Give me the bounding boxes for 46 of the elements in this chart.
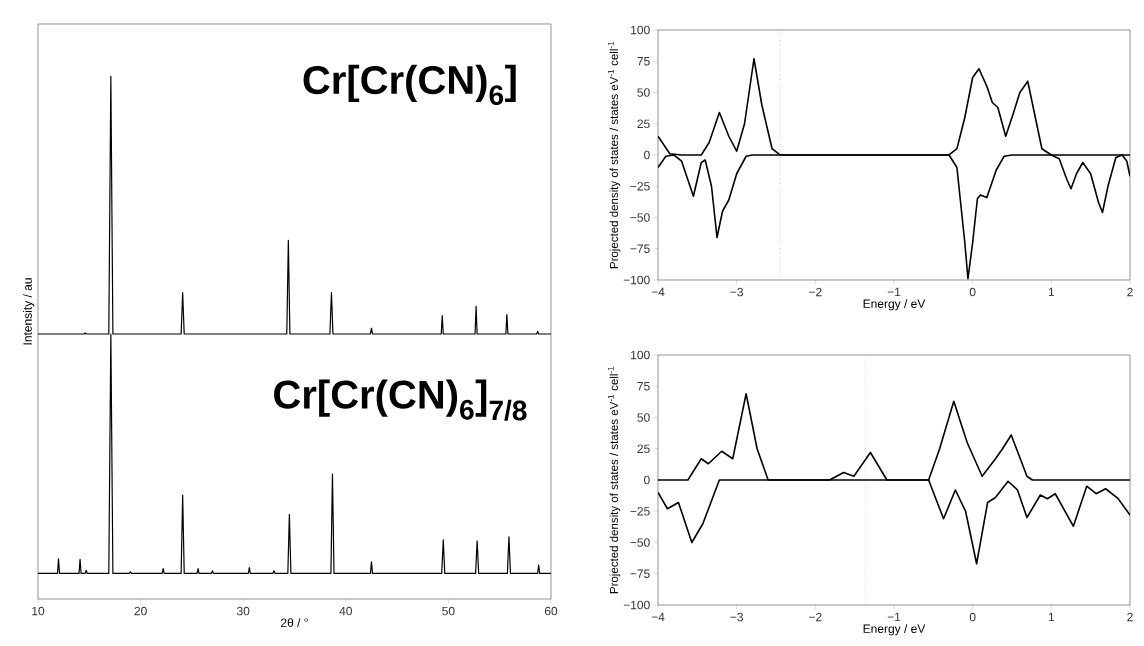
x-tick-label: 10 — [32, 606, 45, 616]
y-tick-label: 50 — [637, 413, 650, 422]
y-tick-label: 25 — [637, 444, 650, 453]
y-tick-label: −25 — [630, 182, 650, 191]
y-axis-title: Intensity / au — [23, 278, 35, 345]
y-tick-label: 75 — [637, 57, 650, 66]
y-tick-label: −50 — [630, 213, 650, 222]
x-tick-label: −1 — [887, 612, 901, 622]
y-tick-label: −75 — [630, 569, 650, 578]
x-axis-title: Energy / eV — [863, 624, 926, 636]
y-tick-label: 25 — [637, 119, 650, 128]
x-tick-label: −4 — [651, 612, 665, 622]
x-tick-label: −2 — [809, 612, 822, 622]
y-tick-label: −50 — [630, 538, 650, 547]
x-tick-label: 20 — [134, 606, 147, 616]
x-tick-label: −4 — [651, 287, 665, 297]
y-tick-label: 75 — [637, 382, 650, 391]
x-tick-label: 50 — [442, 606, 455, 616]
y-tick-label: −100 — [623, 275, 650, 285]
y-tick-label: −75 — [630, 244, 650, 253]
x-tick-label: −3 — [730, 287, 743, 297]
x-tick-label: 1 — [1048, 287, 1055, 297]
x-tick-label: −3 — [730, 612, 743, 622]
x-tick-label: −1 — [887, 287, 901, 297]
annotation: Cr[Cr(CN)$_{6}$] — [303, 64, 516, 106]
y-tick-label: 0 — [644, 150, 650, 160]
x-axis-title: 2θ / ° — [281, 618, 308, 627]
y-tick-label: 100 — [631, 25, 650, 35]
x-tick-label: 0 — [969, 612, 976, 622]
x-axis-title: Energy / eV — [863, 299, 926, 311]
y-axis-title: Projected density of states / states eV$^{-1}$ cell$^{-1}$ — [608, 41, 621, 269]
x-tick-label: 2 — [1127, 612, 1133, 622]
x-tick-label: 40 — [339, 606, 353, 616]
y-tick-label: 0 — [644, 475, 650, 485]
y-tick-label: −25 — [630, 507, 650, 516]
x-tick-label: −2 — [809, 287, 822, 297]
y-tick-label: 50 — [637, 88, 650, 97]
annotation: Cr[Cr(CN)$_{6}$]$_{7/8}$ — [274, 379, 527, 421]
y-tick-label: −100 — [623, 600, 650, 610]
x-tick-label: 1 — [1048, 612, 1055, 622]
x-tick-label: 0 — [969, 287, 976, 297]
y-axis-title: Projected density of states / states eV$^{-1}$ cell$^{-1}$ — [608, 366, 621, 594]
y-tick-label: 100 — [631, 350, 650, 360]
x-tick-label: 30 — [236, 606, 250, 616]
x-tick-label: 2 — [1127, 287, 1133, 297]
x-tick-label: 60 — [544, 606, 558, 616]
